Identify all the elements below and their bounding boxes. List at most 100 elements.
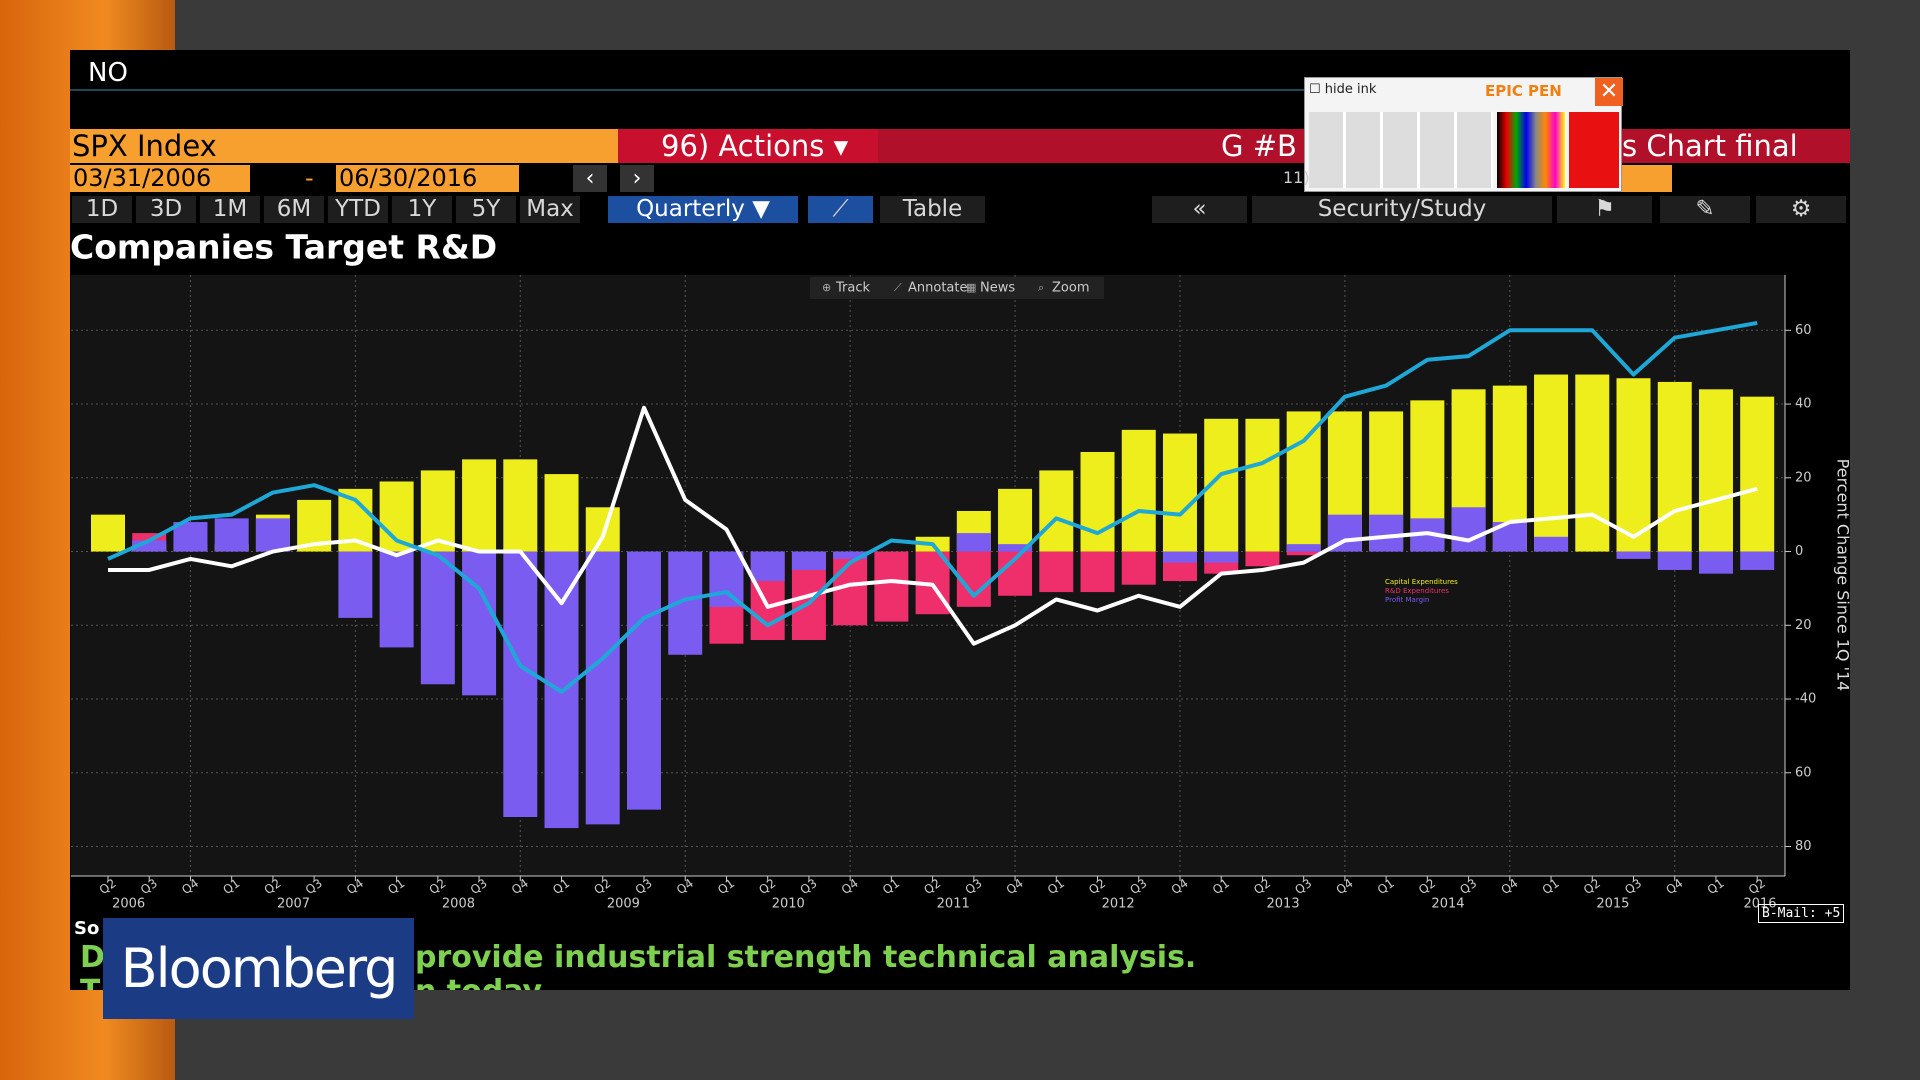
toolbar-icon: ⟋ xyxy=(894,281,902,294)
security-field[interactable]: SPX Index xyxy=(70,129,618,163)
y-tick-label: 80 xyxy=(1795,839,1812,854)
period-button[interactable]: 1M xyxy=(200,196,260,223)
x-tick-label: Q4 xyxy=(674,876,696,897)
date-separator: - xyxy=(305,164,314,192)
actions-label: 96) Actions xyxy=(661,129,825,163)
toolbar-button[interactable]: Zoom xyxy=(1052,281,1089,296)
period-button[interactable]: 5Y xyxy=(456,196,516,223)
year-label: 2011 xyxy=(937,897,970,912)
x-tick-label: Q3 xyxy=(633,876,655,897)
ticker-source: So xyxy=(74,918,100,939)
command-line[interactable]: NO xyxy=(70,56,1520,91)
x-tick-label: Q1 xyxy=(1705,876,1727,897)
frequency-menu[interactable]: Quarterly ▼ xyxy=(608,196,798,223)
x-tick-label: Q2 xyxy=(1746,876,1768,897)
hide-ink[interactable]: ☐ hide ink xyxy=(1309,82,1377,97)
x-tick-label: Q3 xyxy=(1127,876,1149,897)
toolbar-button[interactable]: Track xyxy=(835,281,870,296)
bar xyxy=(91,514,125,552)
period-button[interactable]: 3D xyxy=(136,196,196,223)
toolbar-button[interactable]: News xyxy=(980,281,1015,296)
bar xyxy=(420,551,455,685)
security-study-button[interactable]: Security/Study xyxy=(1252,196,1552,223)
bar xyxy=(1451,507,1486,552)
bar xyxy=(462,459,497,552)
ticker-lead1: D xyxy=(80,940,105,975)
start-date[interactable]: 03/31/2006 xyxy=(70,165,250,192)
chart-title: Companies Target R&D xyxy=(70,228,497,267)
period-button[interactable]: 1D xyxy=(72,196,132,223)
bar xyxy=(998,488,1033,552)
bar xyxy=(1575,374,1610,552)
collapse-button[interactable]: « xyxy=(1152,196,1247,223)
frequency-label: Quarterly xyxy=(636,196,745,222)
x-tick-label: Q1 xyxy=(1045,876,1067,897)
bar xyxy=(1162,551,1197,563)
bloomberg-logo: Bloomberg xyxy=(103,918,414,1019)
settings-button[interactable]: ⚙ xyxy=(1756,196,1846,223)
next-button[interactable]: › xyxy=(620,165,654,192)
x-tick-label: Q3 xyxy=(1292,876,1314,897)
table-button[interactable]: Table xyxy=(880,196,985,223)
x-tick-label: Q1 xyxy=(550,876,572,897)
bar xyxy=(214,518,249,552)
year-label: 2015 xyxy=(1596,897,1629,912)
period-button[interactable]: YTD xyxy=(328,196,388,223)
y-tick-label: 60 xyxy=(1795,323,1812,338)
chart-icon[interactable]: ⟋ xyxy=(808,196,873,223)
bar xyxy=(1369,514,1404,552)
year-label: 2013 xyxy=(1267,897,1300,912)
ticker-line2: n today xyxy=(415,974,542,990)
bar xyxy=(626,551,661,810)
legend-entry: R&D Expenditures xyxy=(1385,587,1449,595)
x-tick-label: Q4 xyxy=(1334,876,1356,897)
y-tick-label: 60 xyxy=(1795,765,1812,780)
pen-palette[interactable] xyxy=(1497,112,1565,188)
y-tick-label: -40 xyxy=(1795,692,1816,707)
bar xyxy=(1698,389,1733,552)
bar xyxy=(874,551,909,622)
ticker-lead2: T xyxy=(80,974,100,990)
edit-button[interactable]: ✎ xyxy=(1660,196,1750,223)
year-label: 2009 xyxy=(607,897,640,912)
x-tick-label: Q1 xyxy=(1540,876,1562,897)
close-button[interactable]: ✕ xyxy=(1595,78,1623,106)
bar xyxy=(1080,551,1115,593)
legend-entry: Capital Expenditures xyxy=(1385,578,1458,586)
bar xyxy=(1286,551,1321,556)
x-tick-label: Q1 xyxy=(220,876,242,897)
bar xyxy=(998,544,1033,552)
x-tick-label: Q2 xyxy=(756,876,778,897)
actions-menu[interactable]: 96) Actions ▾ xyxy=(618,129,878,163)
chart-toolbar xyxy=(810,277,1104,299)
period-button[interactable]: Max xyxy=(520,196,580,223)
pen-slot: 11) xyxy=(1283,168,1310,187)
x-tick-label: Q2 xyxy=(427,876,449,897)
x-tick-label: Q2 xyxy=(1416,876,1438,897)
bar xyxy=(1698,551,1733,574)
x-tick-label: Q2 xyxy=(1086,876,1108,897)
pen-tools[interactable] xyxy=(1309,112,1493,188)
pen-color[interactable] xyxy=(1569,112,1619,188)
x-tick-label: Q3 xyxy=(1457,876,1479,897)
x-tick-label: Q2 xyxy=(591,876,613,897)
toolbar-button[interactable]: Annotate xyxy=(908,281,967,296)
x-tick-label: Q2 xyxy=(97,876,119,897)
flag-button[interactable]: ⚑ xyxy=(1557,196,1652,223)
bar xyxy=(173,522,208,552)
bar xyxy=(1204,551,1239,563)
year-label: 2007 xyxy=(277,897,310,912)
bar xyxy=(544,474,579,552)
period-button[interactable]: 6M xyxy=(264,196,324,223)
x-tick-label: Q1 xyxy=(880,876,902,897)
bar xyxy=(1286,411,1321,552)
g-field: G #B xyxy=(1221,129,1297,163)
period-button[interactable]: 1Y xyxy=(392,196,452,223)
bar xyxy=(379,551,414,648)
end-date[interactable]: 06/30/2016 xyxy=(336,165,519,192)
ticker: So D provide industrial strength technic… xyxy=(70,904,1850,990)
x-tick-label: Q1 xyxy=(1210,876,1232,897)
x-tick-label: Q2 xyxy=(262,876,284,897)
prev-button[interactable]: ‹ xyxy=(573,165,607,192)
